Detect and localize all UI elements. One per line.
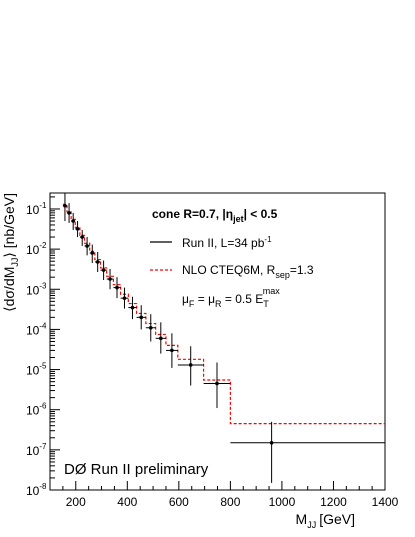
legend-data-label: Run II, L=34 pb-1: [182, 235, 272, 250]
data-points: [62, 193, 385, 483]
data-point: [84, 237, 90, 256]
legend: Run II, L=34 pb-1 NLO CTEQ6M, Rsep=1.3 μ…: [150, 235, 314, 309]
data-point: [71, 212, 76, 230]
data-point: [113, 277, 121, 299]
x-tick-label: 800: [220, 495, 240, 509]
y-axis-label: ⟨dσ/dMJJ⟩ [nb/GeV]: [1, 193, 20, 312]
data-point: [100, 260, 107, 281]
point-marker: [269, 440, 274, 445]
data-point: [120, 287, 129, 309]
y-tick-label: 10-5: [26, 362, 47, 378]
data-point: [128, 296, 137, 320]
point-marker: [122, 296, 127, 300]
point-marker: [115, 285, 119, 290]
point-marker: [85, 244, 89, 248]
y-tick-label: 10-4: [26, 321, 47, 337]
data-point: [79, 229, 85, 246]
point-marker: [80, 235, 85, 239]
data-point: [203, 362, 231, 409]
data-point: [89, 244, 95, 264]
x-tick-label: 1200: [320, 495, 347, 509]
point-marker: [63, 203, 67, 208]
x-axis-label: MJJ [GeV]: [296, 511, 355, 530]
scale-annotation: μF = μR = 0.5 ETmax: [182, 286, 280, 309]
point-marker: [95, 260, 100, 264]
legend-nlo-label: NLO CTEQ6M, Rsep=1.3: [182, 263, 314, 280]
point-marker: [215, 381, 219, 386]
x-tick-label: 200: [66, 495, 86, 509]
data-point: [155, 322, 166, 354]
point-marker: [75, 227, 80, 231]
point-marker: [148, 325, 153, 330]
x-tick-label: 600: [169, 495, 189, 509]
y-tick-label: 10-7: [26, 442, 47, 458]
point-marker: [108, 277, 112, 281]
x-tick-label: 1400: [372, 495, 399, 509]
point-marker: [159, 336, 163, 341]
cut-annotation: cone R=0.7, |ηjet| < 0.5: [152, 207, 278, 224]
data-point: [145, 314, 156, 342]
y-tick-label: 10-8: [26, 482, 47, 498]
data-point: [94, 251, 101, 272]
point-marker: [90, 251, 95, 255]
data-point: [106, 268, 114, 290]
data-point: [165, 333, 178, 368]
point-marker: [170, 348, 174, 353]
data-point: [62, 193, 68, 222]
x-tick-label: 1000: [269, 495, 296, 509]
point-marker: [71, 219, 75, 223]
y-tick-label: 10-2: [26, 241, 47, 257]
point-marker: [101, 268, 106, 272]
axis-ticks: 200 400 600 800 1000 1200 1400 10-8 10-7 10-6 10-5…: [26, 196, 399, 509]
point-marker: [188, 363, 193, 367]
data-point: [177, 346, 204, 386]
data-point: [136, 305, 146, 330]
data-point: [230, 421, 385, 483]
x-tick-label: 400: [117, 495, 137, 509]
y-tick-label: 10-3: [26, 281, 47, 297]
y-tick-label: 10-1: [26, 201, 47, 217]
data-point: [75, 221, 80, 238]
data-point: [67, 203, 72, 223]
point-marker: [139, 315, 144, 320]
y-tick-label: 10-6: [26, 402, 47, 418]
watermark-label: DØ Run II preliminary: [64, 461, 209, 478]
point-marker: [67, 211, 71, 215]
point-marker: [130, 305, 135, 310]
